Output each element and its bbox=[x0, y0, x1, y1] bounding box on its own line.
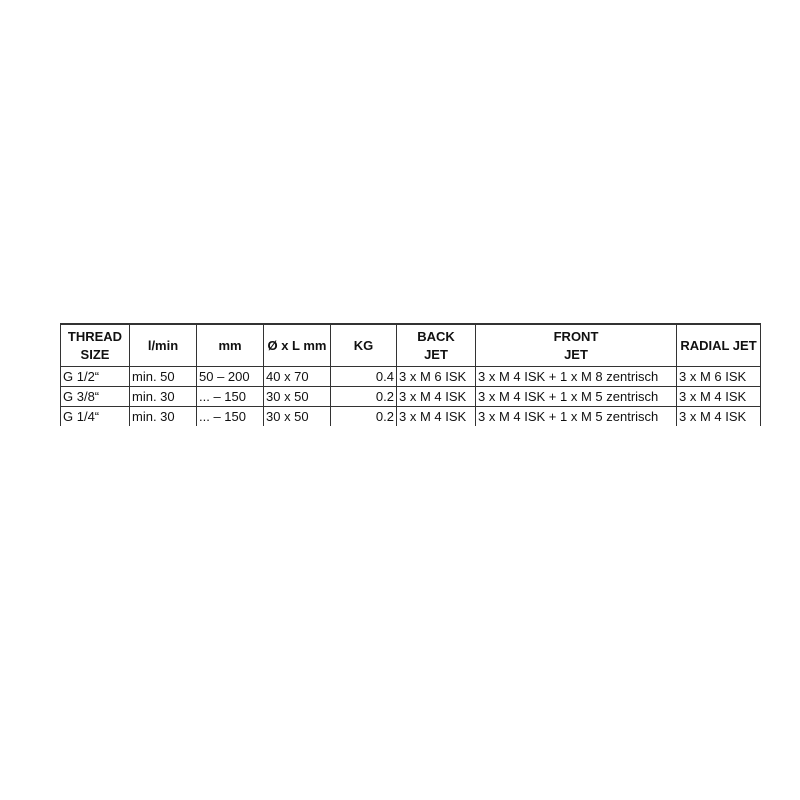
cell-diameter-length: 40 x 70 bbox=[263, 366, 331, 387]
header-row: THREAD SIZE l/min mm Ø x L mm KG BACK JET FRONT J… bbox=[60, 323, 761, 367]
header-line: l/min bbox=[147, 337, 179, 353]
cell-front-jet: 3 x M 4 ISK + 1 x M 8 zentrisch bbox=[475, 366, 677, 387]
table-row: G 1/2“ min. 50 50 – 200 40 x 70 0.4 3 x M 6 I… bbox=[60, 366, 761, 387]
header-flow: l/min bbox=[129, 323, 197, 367]
header-line: FRONT bbox=[553, 328, 599, 344]
cell-back-jet: 3 x M 4 ISK bbox=[396, 406, 476, 426]
cell-mm: 50 – 200 bbox=[196, 366, 264, 387]
cell-flow: min. 30 bbox=[129, 386, 197, 407]
header-line: RADIAL JET bbox=[680, 337, 757, 353]
header-radial-jet: RADIAL JET bbox=[676, 323, 761, 367]
cell-radial-jet: 3 x M 6 ISK bbox=[676, 366, 761, 387]
header-line: THREAD bbox=[67, 328, 123, 344]
header-line: mm bbox=[218, 337, 242, 353]
cell-thread-size: G 3/8“ bbox=[60, 386, 130, 407]
header-line: Ø x L mm bbox=[267, 337, 327, 353]
spec-table: THREAD SIZE l/min mm Ø x L mm KG BACK JET FRONT J… bbox=[60, 323, 761, 426]
cell-mm: ... – 150 bbox=[196, 386, 264, 407]
cell-flow: min. 50 bbox=[129, 366, 197, 387]
cell-front-jet: 3 x M 4 ISK + 1 x M 5 zentrisch bbox=[475, 406, 677, 426]
header-line: JET bbox=[424, 346, 448, 362]
cell-thread-size: G 1/4“ bbox=[60, 406, 130, 426]
cell-weight: 0.2 bbox=[330, 406, 397, 426]
header-weight: KG bbox=[330, 323, 397, 367]
cell-back-jet: 3 x M 4 ISK bbox=[396, 386, 476, 407]
cell-weight: 0.4 bbox=[330, 366, 397, 387]
header-diameter-length: Ø x L mm bbox=[263, 323, 331, 367]
cell-radial-jet: 3 x M 4 ISK bbox=[676, 406, 761, 426]
cell-radial-jet: 3 x M 4 ISK bbox=[676, 386, 761, 407]
cell-flow: min. 30 bbox=[129, 406, 197, 426]
cell-thread-size: G 1/2“ bbox=[60, 366, 130, 387]
cell-mm: ... – 150 bbox=[196, 406, 264, 426]
cell-back-jet: 3 x M 6 ISK bbox=[396, 366, 476, 387]
cell-diameter-length: 30 x 50 bbox=[263, 386, 331, 407]
spec-table-container: THREAD SIZE l/min mm Ø x L mm KG BACK JET FRONT J… bbox=[60, 323, 762, 426]
cell-front-jet: 3 x M 4 ISK + 1 x M 5 zentrisch bbox=[475, 386, 677, 407]
header-line: SIZE bbox=[80, 346, 110, 362]
cell-diameter-length: 30 x 50 bbox=[263, 406, 331, 426]
table-row: G 1/4“ min. 30... – 150 30 x 50 0.2 3 x M 4 … bbox=[60, 406, 761, 426]
header-back-jet: BACK JET bbox=[396, 323, 476, 367]
header-line: BACK bbox=[417, 328, 455, 344]
header-line: JET bbox=[564, 346, 588, 362]
header-mm: mm bbox=[196, 323, 264, 367]
header-line: KG bbox=[353, 337, 374, 353]
header-front-jet: FRONT JET bbox=[475, 323, 677, 367]
header-thread-size: THREAD SIZE bbox=[60, 323, 130, 367]
table-row: G 3/8“ min. 30... – 150 30 x 50 0.2 3 x M 4 … bbox=[60, 386, 761, 407]
cell-weight: 0.2 bbox=[330, 386, 397, 407]
